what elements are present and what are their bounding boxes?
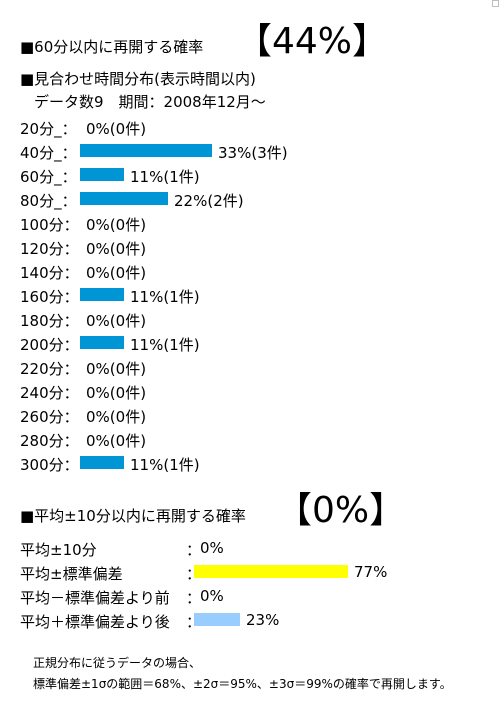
- section1-heading: ■60分以内に再開する確率: [20, 38, 204, 56]
- distribution-value: 0%(0件): [86, 408, 147, 426]
- distribution-bar: [80, 288, 124, 301]
- summary-value: 23%: [246, 611, 280, 629]
- distribution-value: 11%(1件): [130, 456, 200, 474]
- summary-label: 平均－標準偏差より前: [20, 589, 170, 607]
- section3-rate: 【0%】: [276, 490, 406, 531]
- section2-heading: ■見合わせ時間分布(表示時間以内): [20, 70, 256, 88]
- summary-value: 0%: [200, 539, 224, 557]
- distribution-label: 180分：: [20, 312, 79, 330]
- summary-label: 平均±10分: [20, 541, 97, 559]
- distribution-label: 60分_：: [20, 168, 77, 186]
- section1-rate: 【44%】: [236, 21, 389, 62]
- distribution-label: 100分：: [20, 216, 79, 234]
- distribution-value: 0%(0件): [86, 120, 147, 138]
- distribution-label: 300分：: [20, 456, 79, 474]
- distribution-label: 140分：: [20, 264, 79, 282]
- note-line1: 正規分布に従うデータの場合、: [33, 656, 202, 670]
- distribution-label: 240分：: [20, 384, 79, 402]
- distribution-value: 0%(0件): [86, 384, 147, 402]
- window-corner-box: [492, 0, 499, 7]
- section3-heading: ■平均±10分以内に再開する確率: [20, 507, 246, 525]
- distribution-label: 120分：: [20, 240, 79, 258]
- distribution-value: 0%(0件): [86, 312, 147, 330]
- distribution-bar: [80, 456, 124, 469]
- distribution-value: 0%(0件): [86, 360, 147, 378]
- distribution-value: 0%(0件): [86, 432, 147, 450]
- distribution-label: 260分：: [20, 408, 79, 426]
- summary-bar: [194, 565, 348, 578]
- summary-colon: ：: [186, 541, 202, 559]
- distribution-value: 11%(1件): [130, 288, 200, 306]
- distribution-bar: [80, 336, 124, 349]
- distribution-bar: [80, 192, 168, 205]
- distribution-value: 0%(0件): [86, 264, 147, 282]
- summary-value: 77%: [354, 563, 388, 581]
- distribution-label: 200分：: [20, 336, 79, 354]
- distribution-value: 0%(0件): [86, 240, 147, 258]
- summary-label: 平均＋標準偏差より後: [20, 613, 170, 631]
- summary-label: 平均±標準偏差: [20, 565, 123, 583]
- distribution-bar: [80, 144, 212, 157]
- distribution-bar: [80, 168, 124, 181]
- distribution-label: 40分_：: [20, 144, 77, 162]
- distribution-value: 22%(2件): [174, 192, 244, 210]
- summary-colon: ：: [186, 589, 202, 607]
- note-line2: 標準偏差±1σの範囲＝68%、±2σ＝95%、±3σ＝99%の確率で再開します。: [33, 677, 452, 691]
- distribution-value: 11%(1件): [130, 336, 200, 354]
- distribution-label: 220分：: [20, 360, 79, 378]
- top-border: [0, 0, 504, 2]
- distribution-value: 11%(1件): [130, 168, 200, 186]
- distribution-value: 0%(0件): [86, 216, 147, 234]
- distribution-label: 20分_：: [20, 120, 77, 138]
- distribution-label: 80分_：: [20, 192, 77, 210]
- distribution-label: 160分：: [20, 288, 79, 306]
- distribution-label: 280分：: [20, 432, 79, 450]
- data-meta: データ数9 期間：2008年12月～: [34, 93, 266, 111]
- summary-bar: [194, 613, 240, 626]
- distribution-value: 33%(3件): [218, 144, 288, 162]
- summary-value: 0%: [200, 587, 224, 605]
